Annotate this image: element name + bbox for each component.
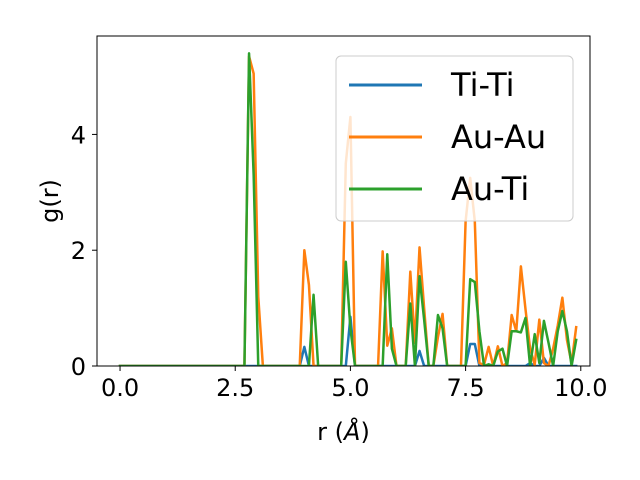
ticks-layer: 0.0 2.5 5.0 7.5 10.0 0 2 4 — [71, 121, 608, 402]
series-layer — [118, 52, 578, 366]
y-tick-label: 2 — [71, 237, 86, 265]
x-tick-label: 7.5 — [447, 374, 485, 402]
x-tick-label: 10.0 — [554, 374, 607, 402]
x-axis-label-prefix: r ( — [317, 418, 344, 446]
x-axis-label-suffix: ) — [360, 418, 369, 446]
legend-label-au-ti: Au-Ti — [451, 170, 529, 208]
x-axis-label-unit: Å — [342, 417, 360, 446]
series-line-au-ti — [118, 52, 578, 366]
y-axis-label: g(r) — [36, 179, 64, 223]
x-tick-label: 0.0 — [101, 374, 139, 402]
legend-label-ti-ti: Ti-Ti — [450, 66, 515, 104]
x-tick-label: 5.0 — [331, 374, 369, 402]
legend-label-au-au: Au-Au — [451, 118, 546, 156]
x-axis-label: r (Å) — [317, 417, 370, 446]
legend-box — [335, 55, 574, 222]
y-tick-label: 0 — [71, 353, 86, 381]
x-tick-label: 2.5 — [216, 374, 254, 402]
legend: Ti-Ti Au-Au Au-Ti — [335, 55, 574, 222]
y-tick-label: 4 — [71, 121, 86, 149]
series-line-au-au — [118, 55, 578, 366]
plot-frame — [96, 35, 591, 367]
